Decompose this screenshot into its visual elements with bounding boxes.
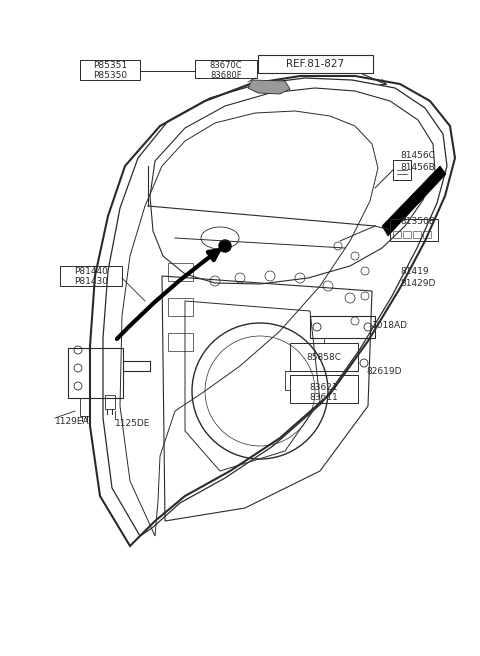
Bar xyxy=(258,55,373,73)
Text: 83680F: 83680F xyxy=(210,70,242,79)
Text: P85350: P85350 xyxy=(93,72,127,81)
Text: 1125DE: 1125DE xyxy=(115,419,150,428)
Bar xyxy=(290,343,358,371)
Text: 83670C: 83670C xyxy=(210,60,242,70)
Text: 82619D: 82619D xyxy=(366,367,401,375)
Bar xyxy=(390,219,438,241)
Text: 81456C: 81456C xyxy=(400,152,435,161)
Circle shape xyxy=(219,240,231,252)
Text: 81456B: 81456B xyxy=(400,163,435,171)
Bar xyxy=(403,231,411,238)
Bar xyxy=(393,160,411,180)
Text: 81350B: 81350B xyxy=(400,216,435,226)
Bar xyxy=(168,263,193,281)
Bar xyxy=(195,60,257,78)
Bar xyxy=(290,375,358,403)
Text: 81419: 81419 xyxy=(400,266,429,276)
Text: P85351: P85351 xyxy=(93,60,127,70)
Bar xyxy=(168,298,193,316)
Bar xyxy=(80,398,90,416)
Text: 1129EA: 1129EA xyxy=(55,417,90,426)
Bar xyxy=(105,395,115,409)
Text: 85858C: 85858C xyxy=(307,352,341,361)
Text: REF.81-827: REF.81-827 xyxy=(286,59,344,69)
Bar xyxy=(80,60,140,80)
Polygon shape xyxy=(382,166,446,236)
Bar xyxy=(393,231,401,238)
Text: 81429D: 81429D xyxy=(400,279,435,287)
Bar xyxy=(60,266,122,286)
Text: P81430: P81430 xyxy=(74,277,108,287)
Bar xyxy=(310,316,375,338)
Text: P81440: P81440 xyxy=(74,266,108,276)
Bar xyxy=(68,348,123,398)
Bar xyxy=(168,333,193,351)
Polygon shape xyxy=(248,80,290,94)
Bar xyxy=(423,231,431,238)
Text: 83611: 83611 xyxy=(310,394,338,403)
Text: 83621: 83621 xyxy=(310,384,338,392)
Text: 1018AD: 1018AD xyxy=(372,321,408,331)
Bar xyxy=(413,231,421,238)
